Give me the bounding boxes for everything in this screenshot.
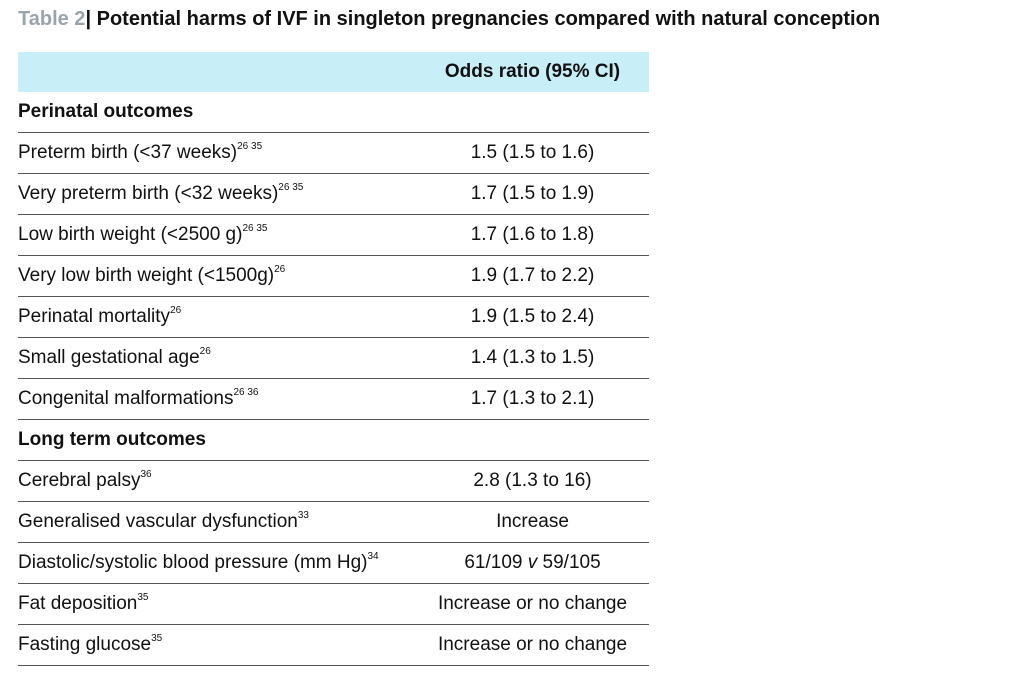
table-label: Table 2 [18, 8, 86, 30]
odds-ratio-value: 61/109 v 59/105 [464, 552, 601, 573]
outcome-name: Perinatal mortality26 [18, 305, 182, 328]
outcome-name: Generalised vascular dysfunction33 [18, 510, 309, 533]
outcome-name: Diastolic/systolic blood pressure (mm Hg… [18, 551, 379, 574]
reference-superscript: 26 [199, 346, 211, 357]
outcome-name: Very preterm birth (<32 weeks)26 35 [18, 182, 304, 205]
reference-superscript: 26 [170, 305, 182, 316]
reference-superscript: 34 [367, 551, 379, 562]
table-row: Perinatal mortality26 1.9 (1.5 to 2.4) [18, 297, 649, 338]
odds-ratio-value: 1.5 (1.5 to 1.6) [470, 142, 595, 163]
table-row: Congenital malformations26 36 1.7 (1.3 t… [18, 379, 649, 420]
reference-superscript: 33 [297, 510, 309, 521]
odds-ratio-value: 1.7 (1.6 to 1.8) [470, 224, 595, 245]
table-row: Very low birth weight (<1500g)26 1.9 (1.… [18, 256, 649, 297]
odds-ratio-value: Increase or no change [437, 593, 628, 614]
reference-superscript: 35 [137, 592, 149, 603]
odds-ratio-value: Increase or no change [437, 634, 628, 655]
table-row: Generalised vascular dysfunction33 Incre… [18, 502, 649, 543]
outcome-name: Fat deposition35 [18, 592, 149, 615]
table-row: Diastolic/systolic blood pressure (mm Hg… [18, 543, 649, 584]
reference-superscript: 26 36 [233, 387, 259, 398]
reference-superscript: 35 [151, 633, 163, 644]
table-row: Fat deposition35 Increase or no change [18, 584, 649, 625]
odds-ratio-value: 1.4 (1.3 to 1.5) [470, 347, 595, 368]
odds-ratio-value: 1.7 (1.3 to 2.1) [470, 388, 595, 409]
reference-superscript: 26 35 [242, 223, 268, 234]
table-caption: Table 2| Potential harms of IVF in singl… [18, 8, 880, 31]
table-row: Fasting glucose35 Increase or no change [18, 625, 649, 666]
table-title: Potential harms of IVF in singleton preg… [91, 8, 881, 30]
odds-ratio-value: Increase [496, 511, 569, 532]
outcome-name: Fasting glucose35 [18, 633, 163, 656]
table-header-row: Odds ratio (95% CI) [18, 52, 649, 92]
outcome-name: Small gestational age26 [18, 346, 211, 369]
outcome-name: Low birth weight (<2500 g)26 35 [18, 223, 268, 246]
outcome-name: Preterm birth (<37 weeks)26 35 [18, 141, 263, 164]
odds-ratio-value: 1.9 (1.5 to 2.4) [470, 306, 595, 327]
outcome-name: Cerebral palsy36 [18, 469, 152, 492]
section-heading-long-term: Long term outcomes [18, 420, 649, 461]
table-row: Very preterm birth (<32 weeks)26 35 1.7 … [18, 174, 649, 215]
caption-separator: | [85, 8, 92, 30]
outcome-name: Congenital malformations26 36 [18, 387, 259, 410]
table-row: Cerebral palsy36 2.8 (1.3 to 16) [18, 461, 649, 502]
reference-superscript: 26 35 [237, 141, 263, 152]
section-heading-perinatal: Perinatal outcomes [18, 92, 649, 133]
odds-ratio-value: 1.9 (1.7 to 2.2) [470, 265, 595, 286]
reference-superscript: 36 [140, 469, 152, 480]
odds-ratio-value: 1.7 (1.5 to 1.9) [470, 183, 595, 204]
odds-ratio-table: Odds ratio (95% CI) Perinatal outcomes P… [18, 52, 649, 666]
table-row: Small gestational age26 1.4 (1.3 to 1.5) [18, 338, 649, 379]
header-odds-ratio: Odds ratio (95% CI) [444, 61, 621, 82]
reference-superscript: 26 35 [278, 182, 304, 193]
reference-superscript: 26 [274, 264, 286, 275]
table-row: Preterm birth (<37 weeks)26 35 1.5 (1.5 … [18, 133, 649, 174]
outcome-name: Very low birth weight (<1500g)26 [18, 264, 286, 287]
odds-ratio-value: 2.8 (1.3 to 16) [473, 470, 592, 491]
table-row: Low birth weight (<2500 g)26 35 1.7 (1.6… [18, 215, 649, 256]
